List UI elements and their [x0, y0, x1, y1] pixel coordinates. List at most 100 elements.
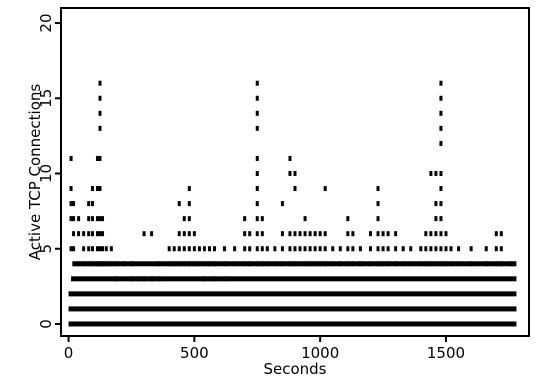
data-point — [212, 246, 216, 252]
data-point — [255, 261, 259, 267]
data-point — [298, 231, 302, 237]
data-point — [72, 201, 76, 207]
data-point — [303, 261, 307, 267]
data-point — [469, 246, 473, 252]
data-point — [419, 261, 423, 267]
data-point — [376, 201, 380, 207]
data-point — [288, 246, 292, 252]
data-point — [457, 246, 461, 252]
data-point — [303, 246, 307, 252]
data-point — [101, 216, 105, 222]
data-point — [90, 216, 94, 222]
data-point — [331, 246, 335, 252]
data-point — [101, 231, 105, 237]
data-point — [368, 261, 372, 267]
data-point — [187, 216, 191, 222]
data-point — [98, 95, 102, 101]
data-point — [444, 261, 448, 267]
data-point — [202, 246, 206, 252]
data-point — [243, 246, 247, 252]
data-point — [182, 231, 186, 237]
data-point — [308, 246, 312, 252]
data-point — [457, 261, 461, 267]
data-point — [150, 276, 154, 282]
data-point — [87, 261, 91, 267]
data-point — [323, 261, 327, 267]
data-point — [255, 110, 259, 116]
data-point — [499, 246, 503, 252]
data-point — [114, 276, 118, 282]
data-point — [187, 231, 191, 237]
data-point — [104, 261, 108, 267]
data-point — [260, 231, 264, 237]
data-point — [255, 80, 259, 86]
data-point — [449, 246, 453, 252]
data-point — [98, 216, 102, 222]
data-point — [265, 246, 269, 252]
data-point — [233, 261, 237, 267]
data-point — [351, 231, 355, 237]
data-point — [109, 261, 113, 267]
data-point — [82, 231, 86, 237]
data-point — [323, 246, 327, 252]
data-point — [298, 261, 302, 267]
data-point — [82, 246, 86, 252]
data-point — [499, 231, 503, 237]
data-point — [187, 186, 191, 192]
data-point — [90, 186, 94, 192]
data-point — [293, 246, 297, 252]
data-point — [72, 231, 76, 237]
y-tick-label: 15 — [37, 89, 55, 108]
data-point — [429, 246, 433, 252]
data-point — [419, 246, 423, 252]
data-point — [129, 276, 133, 282]
data-point — [69, 216, 73, 222]
baseline-row-1 — [68, 306, 517, 312]
data-point — [394, 246, 398, 252]
data-point — [157, 261, 161, 267]
data-point — [439, 186, 443, 192]
data-point — [182, 216, 186, 222]
data-point — [255, 125, 259, 131]
data-point — [444, 246, 448, 252]
data-point — [98, 125, 102, 131]
data-point — [167, 261, 171, 267]
data-point — [109, 246, 113, 252]
data-point — [197, 261, 201, 267]
data-point — [98, 231, 102, 237]
data-point — [101, 246, 105, 252]
data-point — [98, 246, 102, 252]
data-point — [233, 246, 237, 252]
data-point — [376, 216, 380, 222]
data-point — [401, 261, 405, 267]
data-point — [358, 261, 362, 267]
data-point — [248, 246, 252, 252]
y-tick-label: 5 — [37, 244, 55, 254]
data-point — [255, 95, 259, 101]
data-point — [243, 216, 247, 222]
data-point — [293, 261, 297, 267]
data-point — [150, 231, 154, 237]
data-point — [439, 201, 443, 207]
data-point — [313, 246, 317, 252]
data-point — [351, 261, 355, 267]
data-point — [101, 261, 105, 267]
data-point — [331, 261, 335, 267]
data-point — [157, 276, 161, 282]
data-point — [260, 216, 264, 222]
data-point — [409, 246, 413, 252]
data-point — [338, 246, 342, 252]
data-point — [72, 246, 76, 252]
data-point — [129, 261, 133, 267]
data-point — [444, 231, 448, 237]
data-point — [72, 216, 76, 222]
data-point — [439, 261, 443, 267]
data-point — [167, 246, 171, 252]
data-point — [98, 80, 102, 86]
data-point — [182, 261, 186, 267]
data-point — [223, 261, 227, 267]
data-point — [346, 231, 350, 237]
data-point — [95, 261, 99, 267]
data-point — [192, 261, 196, 267]
data-point — [187, 246, 191, 252]
